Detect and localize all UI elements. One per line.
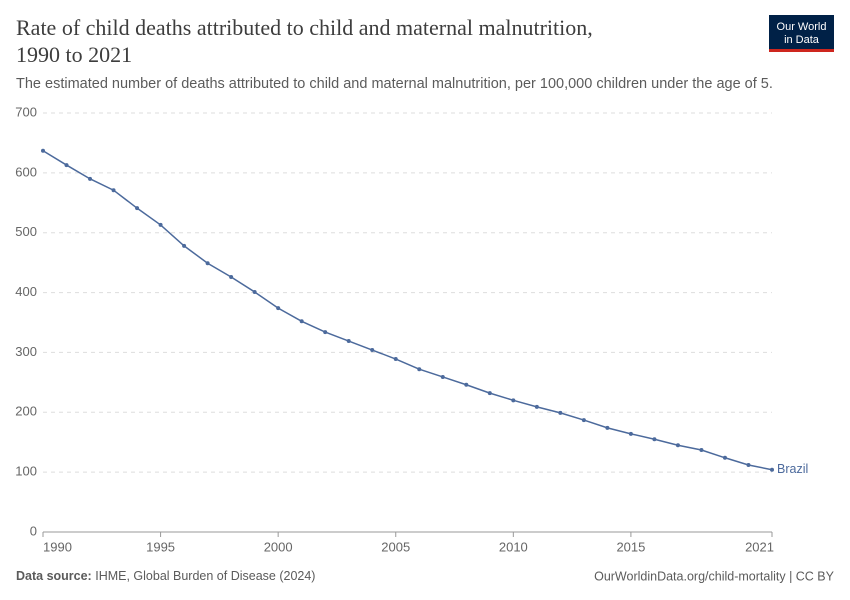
y-tick-label: 300 [15, 344, 37, 359]
x-tick-label: 2021 [745, 539, 774, 554]
data-point [652, 437, 657, 442]
data-point [534, 404, 539, 409]
data-point [581, 418, 586, 423]
series-label: Brazil [777, 462, 808, 476]
data-point [229, 275, 234, 280]
data-point [464, 382, 469, 387]
data-point [605, 425, 610, 430]
x-tick-label: 2000 [264, 539, 293, 554]
data-point [111, 188, 116, 193]
footer-link: OurWorldinData.org/child-mortality | CC … [594, 569, 835, 583]
x-tick-label: 2010 [499, 539, 528, 554]
chart-subtitle: The estimated number of deaths attribute… [16, 76, 773, 92]
x-tick-label: 1995 [146, 539, 175, 554]
y-tick-label: 100 [15, 464, 37, 479]
logo-box [769, 15, 834, 52]
y-tick-label: 400 [15, 284, 37, 299]
data-point [440, 374, 445, 379]
data-point [393, 357, 398, 362]
x-tick-label: 1990 [43, 539, 72, 554]
x-tick-label: 2015 [616, 539, 645, 554]
source-label: Data source: [16, 569, 92, 583]
data-point [558, 410, 563, 415]
data-point [41, 148, 45, 153]
y-tick-label: 0 [30, 523, 37, 538]
logo-stripe [769, 49, 834, 52]
data-point [252, 289, 257, 294]
y-tick-label: 700 [15, 104, 37, 119]
source-line: Data source: IHME, Global Burden of Dise… [16, 569, 315, 583]
data-point [511, 398, 516, 403]
y-tick-label: 500 [15, 224, 37, 239]
source-text: IHME, Global Burden of Disease (2024) [95, 569, 315, 583]
chart-title: 1990 to 2021 [16, 42, 132, 67]
data-point [323, 330, 328, 335]
data-point [699, 447, 704, 452]
data-point [417, 367, 422, 372]
data-point [770, 467, 774, 472]
data-point [276, 306, 281, 311]
logo-text: in Data [784, 34, 820, 46]
data-point [487, 391, 492, 396]
y-tick-label: 600 [15, 164, 37, 179]
chart-title: Rate of child deaths attributed to child… [16, 15, 593, 40]
data-point [346, 339, 351, 344]
data-point [135, 206, 140, 211]
y-tick-label: 200 [15, 404, 37, 419]
data-point [88, 176, 93, 181]
data-point [722, 455, 727, 460]
data-point [182, 243, 187, 248]
x-tick-label: 2005 [381, 539, 410, 554]
data-point [158, 222, 163, 227]
series-line [42, 150, 773, 471]
data-point [628, 431, 633, 436]
logo-text: Our World [777, 21, 827, 33]
data-point [746, 462, 751, 467]
data-point [64, 163, 69, 168]
data-point [370, 348, 375, 353]
data-point [675, 443, 680, 448]
data-point [205, 261, 210, 266]
data-point [299, 319, 304, 324]
